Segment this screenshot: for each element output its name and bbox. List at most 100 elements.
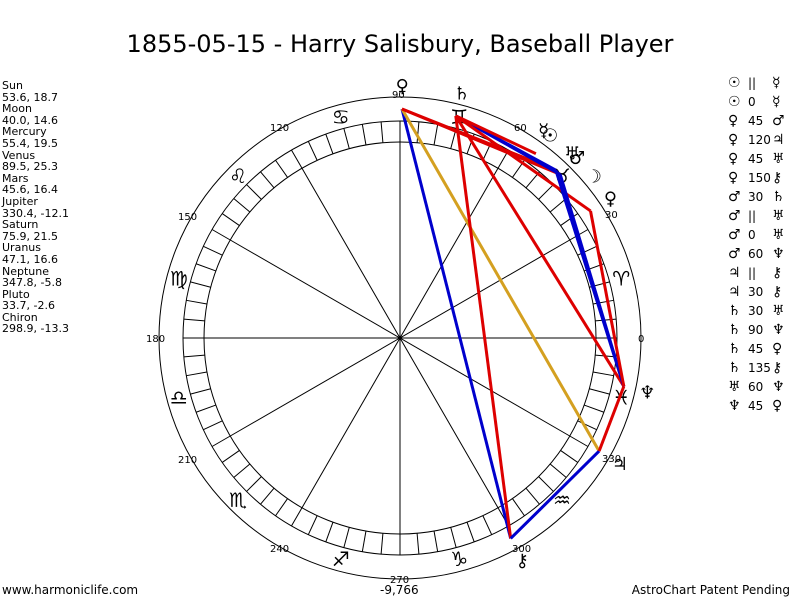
aspect-p1: ♃ bbox=[728, 265, 741, 281]
planet-position-list: Sun 53.6, 18.7 Moon 40.0, 14.6 Mercury 55.4, … bbox=[2, 80, 69, 335]
aspect-row: ♄ 135⚷ bbox=[728, 359, 792, 378]
planet-glyph-uranus: ♅ bbox=[564, 144, 580, 165]
aspect-p2: ♆ bbox=[772, 322, 785, 338]
degree-tick bbox=[195, 263, 216, 272]
degree-tick bbox=[525, 487, 540, 505]
aspect-p1: ♄ bbox=[728, 341, 741, 357]
planet-coords-mars: 45.6, 16.4 bbox=[2, 183, 58, 197]
degree-tick bbox=[186, 371, 208, 377]
degree-tick bbox=[233, 463, 251, 478]
aspect-p2: ⚷ bbox=[772, 170, 783, 186]
aspect-p1: ♄ bbox=[728, 322, 741, 338]
footer-website: www.harmoniclife.com bbox=[2, 583, 139, 597]
aspect-row: ♀ 150⚷ bbox=[728, 169, 792, 188]
planet-coords-jupiter: 330.4, -12.1 bbox=[2, 206, 69, 220]
planet-glyph-sun: ☉ bbox=[542, 125, 558, 146]
aspect-row: ♂ 60 ♆ bbox=[728, 245, 792, 264]
degree-tick bbox=[203, 245, 223, 256]
degree-tick bbox=[307, 515, 318, 535]
degree-tick bbox=[221, 450, 240, 463]
aspect-sym: 120 bbox=[748, 133, 771, 147]
degree-tick bbox=[466, 522, 475, 543]
aspect-sym: 0 bbox=[748, 95, 756, 109]
aspect-line-11 bbox=[589, 210, 626, 387]
degree-tick bbox=[195, 404, 216, 413]
planet-glyph-chiron: ⚷ bbox=[516, 550, 529, 571]
planet-name-pluto: Pluto bbox=[2, 287, 30, 301]
planet-glyphs: ☉ ☽ ☿ ♀ ♂ ♃ ♄ ♅ ♆ ♀ ⚷ bbox=[396, 76, 656, 571]
zodiac-sign-9: ♑ bbox=[450, 547, 468, 571]
planet-coords-uranus: 47.1, 16.6 bbox=[2, 252, 58, 266]
degree-label-270: 270 bbox=[390, 575, 409, 586]
aspect-line-3 bbox=[401, 107, 557, 172]
planet-name-venus: Venus bbox=[2, 148, 36, 162]
aspect-sym: 45 bbox=[748, 152, 764, 166]
degree-label-90: 90 bbox=[392, 90, 405, 101]
footer-patent: AstroChart Patent Pending bbox=[631, 583, 790, 597]
aspect-p1: ♀ bbox=[728, 132, 739, 148]
aspect-sym: 30 bbox=[748, 304, 764, 318]
aspect-sym: 45 bbox=[748, 399, 764, 413]
aspect-p2: ♄ bbox=[772, 189, 785, 205]
degree-label-120: 120 bbox=[270, 123, 289, 134]
aspect-sym: 60 bbox=[748, 247, 764, 261]
planet-coords-mercury: 55.4, 19.5 bbox=[2, 136, 58, 150]
chart-title: 1855-05-15 - Harry Salisbury, Baseball P… bbox=[126, 30, 674, 58]
degree-tick bbox=[260, 171, 275, 189]
outer-ring bbox=[158, 96, 642, 580]
aspect-line-1 bbox=[400, 108, 601, 452]
aspect-sym: 150 bbox=[748, 171, 771, 185]
aspect-row: ♆ 45 ♀ bbox=[728, 397, 792, 416]
aspect-sym: || bbox=[748, 76, 757, 90]
planet-coords-neptune: 347.8, -5.8 bbox=[2, 276, 62, 290]
planet-name-sun: Sun bbox=[2, 79, 23, 92]
aspect-row: ♄ 90 ♆ bbox=[728, 321, 792, 340]
degree-tick bbox=[183, 354, 205, 358]
degree-tick bbox=[549, 463, 567, 478]
planet-glyph-mercury: ☿ bbox=[538, 121, 549, 142]
aspect-sym: 45 bbox=[748, 114, 764, 128]
degree-label-210: 210 bbox=[178, 455, 197, 466]
degree-tick bbox=[512, 498, 525, 517]
aspect-line-12 bbox=[509, 450, 601, 540]
aspect-row: ♄ 45 ♀ bbox=[728, 340, 792, 359]
degree-tick bbox=[260, 487, 275, 505]
aspect-p2: ♃ bbox=[772, 132, 785, 148]
degree-tick bbox=[343, 527, 350, 548]
planet-name-jupiter: Jupiter bbox=[2, 194, 38, 208]
aspect-row: ♄ 30 ♅ bbox=[728, 302, 792, 321]
degree-label-180: 180 bbox=[146, 334, 165, 345]
aspect-p1: ♀ bbox=[728, 151, 739, 167]
aspect-row: ♃ 30 ⚷ bbox=[728, 283, 792, 302]
degree-tick bbox=[433, 124, 439, 146]
aspect-p1: ♂ bbox=[728, 208, 741, 224]
degree-tick bbox=[450, 527, 457, 548]
degree-tick bbox=[560, 213, 579, 226]
degree-tick bbox=[569, 435, 589, 447]
aspect-p1: ♀ bbox=[728, 170, 739, 186]
aspect-sym: 135 bbox=[748, 361, 771, 375]
aspect-p1: ♀ bbox=[728, 113, 739, 129]
degree-label-240: 240 bbox=[270, 544, 289, 555]
aspect-p2: ⚷ bbox=[772, 284, 783, 300]
aspect-p1: ♂ bbox=[728, 227, 741, 243]
aspect-row: ♀ 120♃ bbox=[728, 131, 792, 150]
degree-tick bbox=[186, 299, 208, 305]
degree-tick bbox=[325, 133, 334, 154]
planet-name-uranus: Uranus bbox=[2, 241, 41, 255]
aspect-p1: ♃ bbox=[728, 284, 741, 300]
planet-name-saturn: Saturn bbox=[2, 218, 39, 232]
aspect-line-0 bbox=[400, 108, 513, 539]
planet-glyph-moon: ☽ bbox=[586, 166, 602, 187]
degree-tick bbox=[291, 507, 303, 527]
planet-glyph-pluto: ♀ bbox=[604, 189, 617, 210]
aspect-p2: ♆ bbox=[772, 379, 785, 395]
degree-tick bbox=[211, 435, 231, 447]
planet-name-mars: Mars bbox=[2, 171, 29, 185]
degree-tick bbox=[233, 198, 251, 213]
degree-label-0: 0 bbox=[638, 334, 644, 345]
zodiac-sign-7: ♏ bbox=[229, 488, 247, 512]
planet-glyph-saturn: ♄ bbox=[454, 84, 470, 105]
planet-name-chiron: Chiron bbox=[2, 310, 38, 324]
